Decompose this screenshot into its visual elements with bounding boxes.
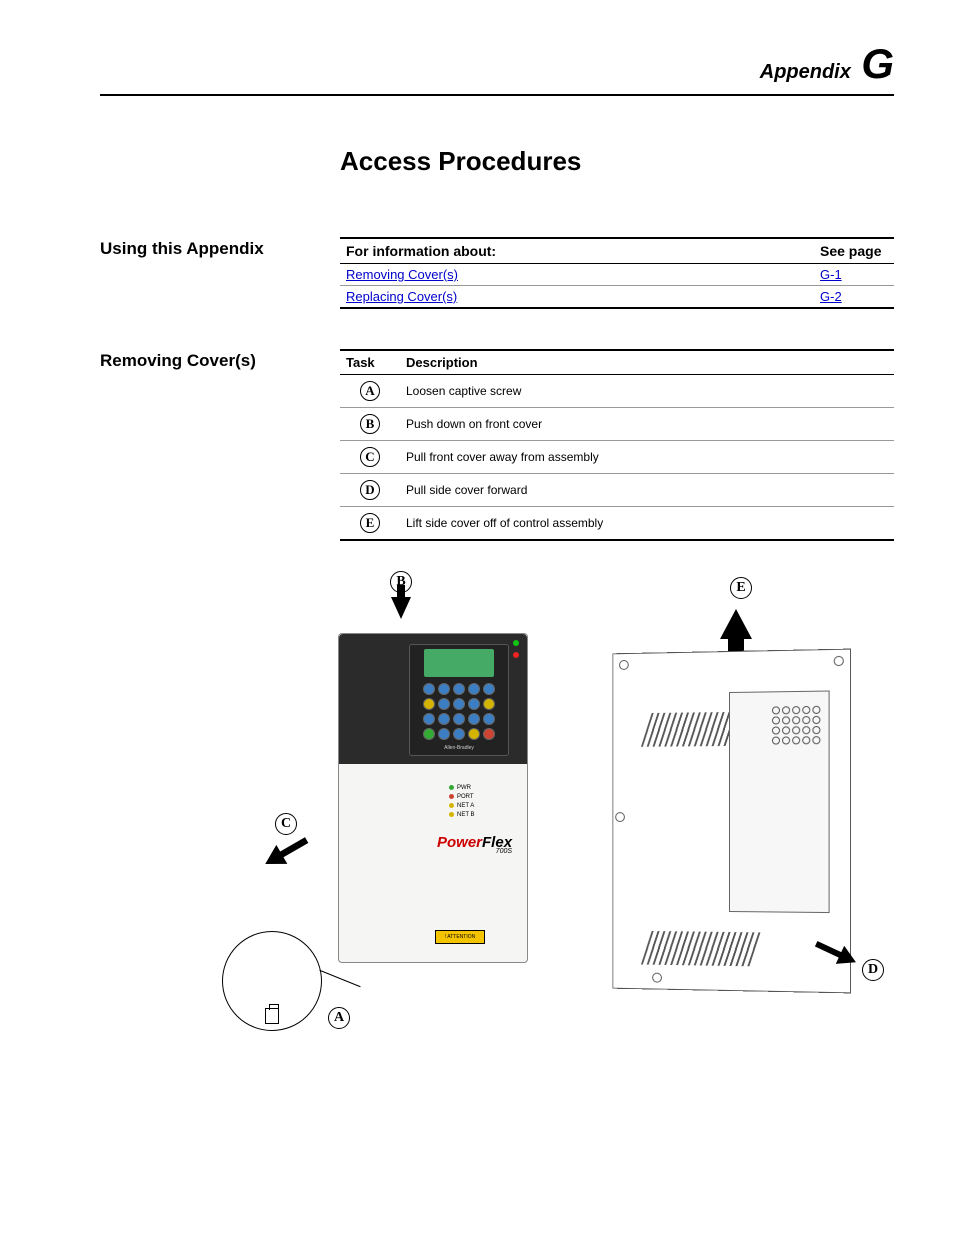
table-row: E Lift side cover off of control assembl… — [340, 507, 894, 541]
callout-d: D — [862, 959, 884, 981]
figure-area: B Allen-Bradley PWR PORT NET A NET B — [240, 581, 894, 1031]
task-desc: Pull front cover away from assembly — [400, 441, 894, 474]
page-title: Access Procedures — [340, 146, 894, 177]
table-row: D Pull side cover forward — [340, 474, 894, 507]
figure-front-cover: B Allen-Bradley PWR PORT NET A NET B — [240, 581, 540, 1021]
callout-a: A — [328, 1007, 350, 1029]
arrow-up-icon — [720, 609, 752, 639]
table-row: A Loosen captive screw — [340, 375, 894, 408]
heading-using-appendix: Using this Appendix — [100, 237, 340, 309]
page-header: Appendix G — [100, 40, 894, 96]
led-label: NET A — [449, 802, 475, 811]
appendix-letter: G — [861, 40, 894, 87]
led-label: NET B — [449, 811, 475, 820]
arrow-diagonal-left-icon — [260, 830, 313, 873]
col-header-desc: Description — [400, 350, 894, 375]
him-brand-label: Allen-Bradley — [444, 745, 474, 751]
detail-circle — [222, 931, 322, 1031]
task-desc: Loosen captive screw — [400, 375, 894, 408]
col-header-task: Task — [340, 350, 400, 375]
task-table: Task Description A Loosen captive screw … — [340, 349, 894, 541]
reference-table: For information about: See page Removing… — [340, 237, 894, 309]
task-desc: Push down on front cover — [400, 408, 894, 441]
col-header-info: For information about: — [340, 238, 814, 264]
table-row: B Push down on front cover — [340, 408, 894, 441]
link-page-g2[interactable]: G-2 — [820, 289, 842, 304]
link-removing-covers[interactable]: Removing Cover(s) — [346, 267, 458, 282]
screw-detail-icon — [265, 1008, 279, 1024]
task-badge-e: E — [360, 513, 380, 533]
heading-removing-covers: Removing Cover(s) — [100, 349, 340, 541]
task-badge-c: C — [360, 447, 380, 467]
warning-label: ! ATTENTION — [435, 930, 485, 944]
section-using-appendix: Using this Appendix For information abou… — [100, 237, 894, 309]
task-desc: Lift side cover off of control assembly — [400, 507, 894, 541]
figure-side-cover: E D — [580, 601, 880, 1031]
task-desc: Pull side cover forward — [400, 474, 894, 507]
col-header-page: See page — [814, 238, 894, 264]
table-row: Removing Cover(s) G-1 — [340, 264, 894, 286]
appendix-label: Appendix — [760, 61, 851, 83]
table-row: Replacing Cover(s) G-2 — [340, 286, 894, 309]
chassis-illustration — [612, 649, 851, 994]
led-label: PWR — [449, 784, 475, 793]
link-page-g1[interactable]: G-1 — [820, 267, 842, 282]
task-badge-b: B — [360, 414, 380, 434]
task-badge-d: D — [360, 480, 380, 500]
arrow-down-icon — [391, 597, 411, 619]
table-row: C Pull front cover away from assembly — [340, 441, 894, 474]
led-label: PORT — [449, 793, 475, 802]
callout-e: E — [730, 577, 752, 599]
section-removing-covers: Removing Cover(s) Task Description A Loo… — [100, 349, 894, 541]
drive-illustration: Allen-Bradley PWR PORT NET A NET B Power… — [338, 633, 528, 963]
callout-c: C — [275, 813, 297, 835]
brand-logo: PowerFlex 700S — [437, 834, 512, 855]
link-replacing-covers[interactable]: Replacing Cover(s) — [346, 289, 457, 304]
task-badge-a: A — [360, 381, 380, 401]
